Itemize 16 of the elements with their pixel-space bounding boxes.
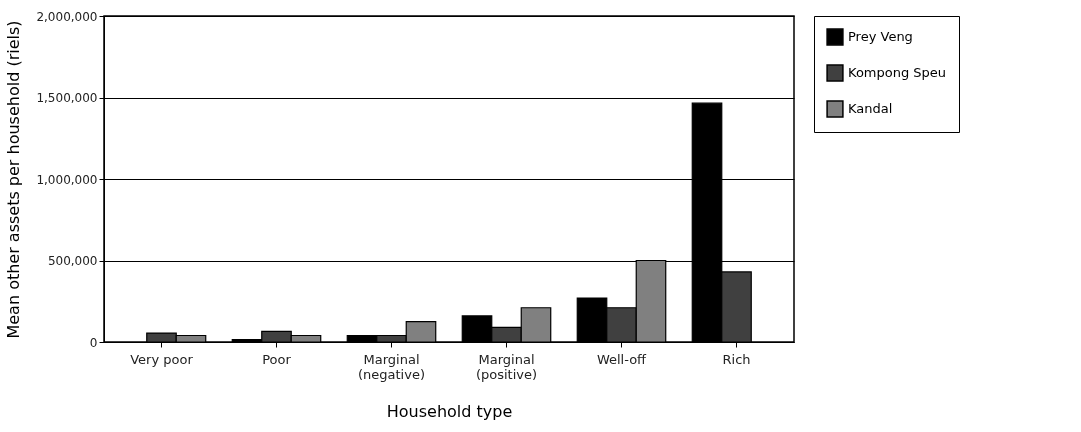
y-axis-title: Mean other assets per household (riels) — [4, 20, 24, 339]
x-tick-label: Very poor — [130, 351, 194, 367]
x-tick-label: Rich — [722, 351, 751, 367]
y-tick-label: 1,500,000 — [36, 91, 98, 105]
y-tick-label: 500,000 — [47, 254, 98, 268]
x-tick-label: Marginal (negative) — [358, 351, 425, 382]
legend-label: Prey Veng — [848, 29, 913, 44]
x-tick-label: Marginal (positive) — [475, 351, 538, 382]
y-tick-label: 1,000,000 — [36, 172, 98, 187]
legend-label: Kompong Speu — [848, 65, 947, 80]
x-tick-label: Well-off — [596, 351, 648, 367]
x-tick-label: Poor — [262, 351, 292, 367]
y-tick-label: 0 — [89, 335, 98, 350]
x-axis-title: Household type — [386, 401, 513, 421]
y-tick-label: 2,000,000 — [36, 9, 98, 24]
legend-label: Kandal — [848, 101, 893, 116]
